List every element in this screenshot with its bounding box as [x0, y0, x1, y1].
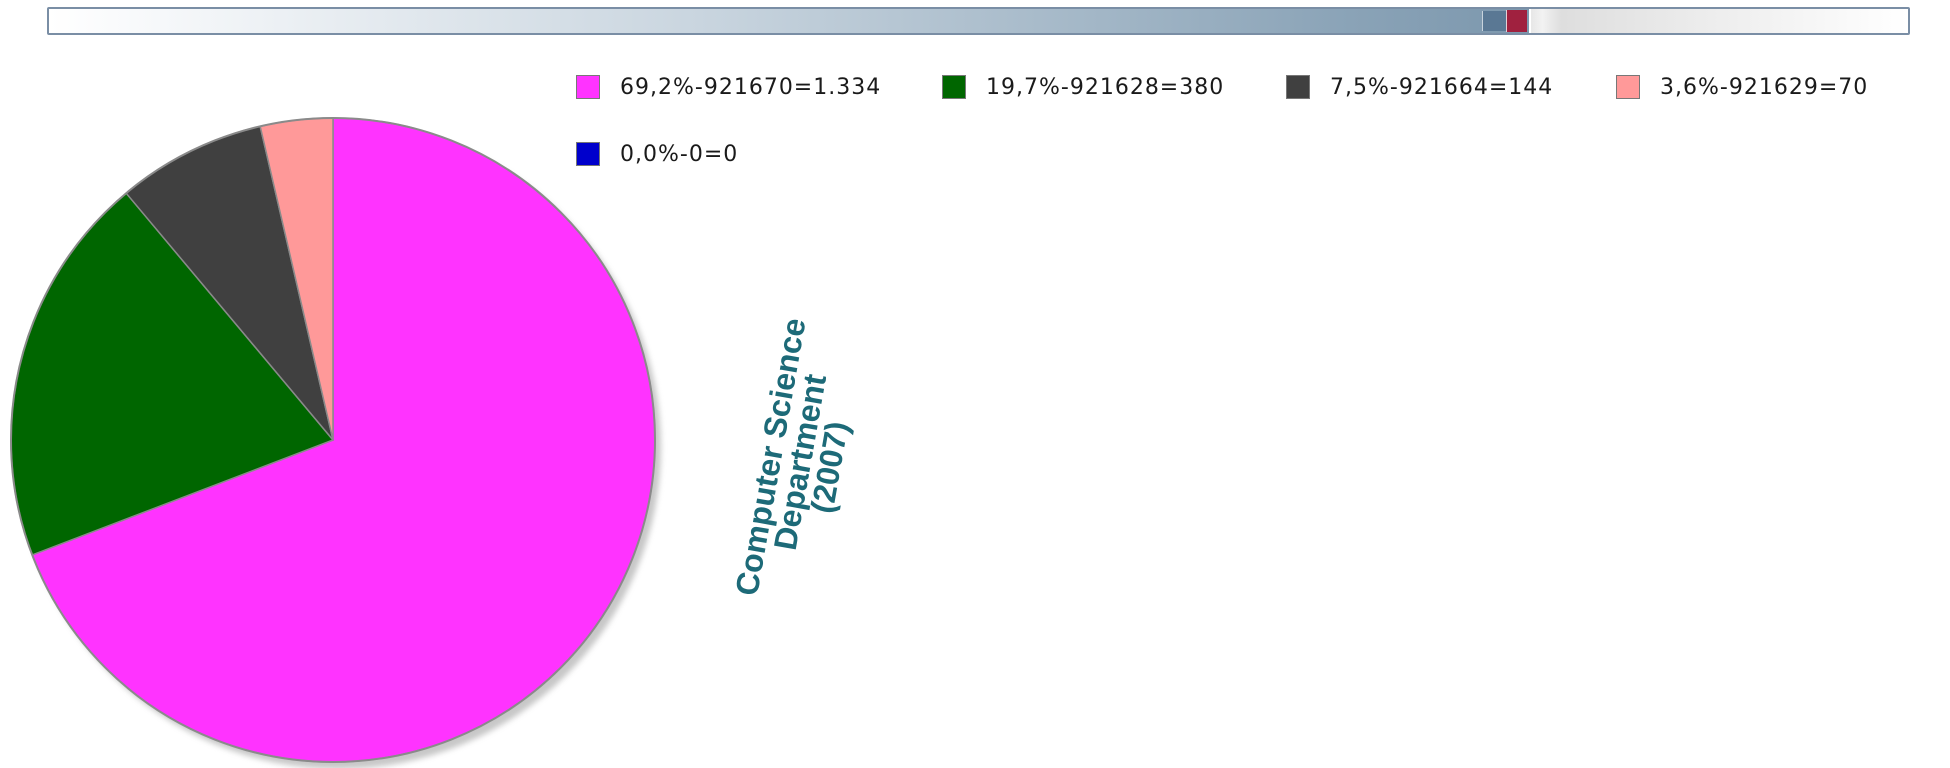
legend-label: 69,2%-921670=1.334	[620, 74, 882, 100]
legend-label: 0,0%-0=0	[620, 141, 739, 167]
legend-swatch	[1616, 75, 1640, 99]
legend-swatch	[576, 142, 600, 166]
scrollbar-track[interactable]	[1529, 9, 1908, 33]
pie-slices	[10, 117, 661, 768]
scrollbar-thumb-highlight[interactable]	[1506, 10, 1527, 32]
legend-item: 7,5%-921664=144	[1286, 73, 1553, 101]
legend-item: 0,0%-0=0	[576, 140, 738, 168]
legend-swatch	[576, 75, 600, 99]
legend-label: 3,6%-921629=70	[1660, 74, 1869, 100]
legend-item: 3,6%-921629=70	[1616, 73, 1868, 101]
legend-item: 19,7%-921628=380	[942, 73, 1224, 101]
legend-label: 7,5%-921664=144	[1330, 74, 1554, 100]
legend-swatch	[1286, 75, 1310, 99]
horizontal-scrollbar[interactable]	[47, 7, 1910, 35]
pie-outline	[10, 117, 656, 763]
legend-label: 19,7%-921628=380	[986, 74, 1225, 100]
scrollbar-thumb[interactable]	[1482, 11, 1507, 31]
legend-item: 69,2%-921670=1.334	[576, 73, 881, 101]
legend-swatch	[942, 75, 966, 99]
